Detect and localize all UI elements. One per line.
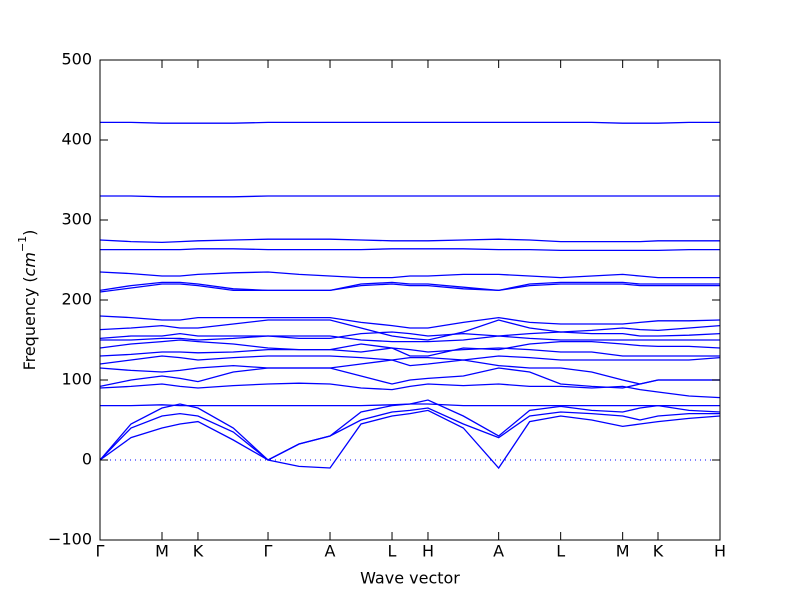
band-line xyxy=(99,382,721,399)
band-line xyxy=(99,347,720,357)
y-label-close: ) xyxy=(20,230,39,236)
band-line xyxy=(99,331,721,340)
x-tick-label: H xyxy=(714,542,726,561)
y-label-text: Frequency ( xyxy=(20,276,39,370)
plot-area xyxy=(99,121,721,470)
x-tick-label: A xyxy=(493,542,504,561)
x-tick-label: K xyxy=(653,542,664,561)
y-tick-label: 200 xyxy=(61,290,92,309)
x-axis-label: Wave vector xyxy=(360,569,460,588)
band-line xyxy=(99,339,721,357)
band-line xyxy=(99,315,721,329)
y-tick-label: 0 xyxy=(82,450,92,469)
band-line xyxy=(99,281,720,292)
x-tick-label: M xyxy=(155,542,169,561)
band-line xyxy=(99,283,720,293)
band-line xyxy=(99,359,720,385)
band-line xyxy=(99,407,720,461)
band-line xyxy=(100,403,720,407)
y-label-exponent: −1 xyxy=(16,236,29,252)
band-line xyxy=(99,367,720,389)
band-line xyxy=(100,121,720,124)
x-tick-label: M xyxy=(616,542,630,561)
band-line xyxy=(99,238,720,244)
band-line xyxy=(100,195,720,198)
y-tick-label: 100 xyxy=(61,370,92,389)
y-tick-label: 500 xyxy=(61,50,92,69)
y-label-unit: cm xyxy=(20,252,39,276)
y-tick-label: −100 xyxy=(48,530,92,549)
x-tick-label: Γ xyxy=(96,542,105,561)
band-line xyxy=(99,319,721,341)
x-tick-label: L xyxy=(388,542,397,561)
x-tick-label: H xyxy=(422,542,434,561)
band-line xyxy=(99,271,720,279)
y-axis-label: Frequency (cm−1) xyxy=(16,230,39,371)
band-line xyxy=(100,335,720,343)
x-tick-label: K xyxy=(193,542,204,561)
x-tick-label: Γ xyxy=(264,542,273,561)
x-tick-label: L xyxy=(556,542,565,561)
band-line xyxy=(99,409,721,470)
x-tick-label: A xyxy=(325,542,336,561)
y-tick-label: 300 xyxy=(61,210,92,229)
band-line xyxy=(99,355,721,365)
y-tick-label: 400 xyxy=(61,130,92,149)
band-line xyxy=(100,248,720,252)
